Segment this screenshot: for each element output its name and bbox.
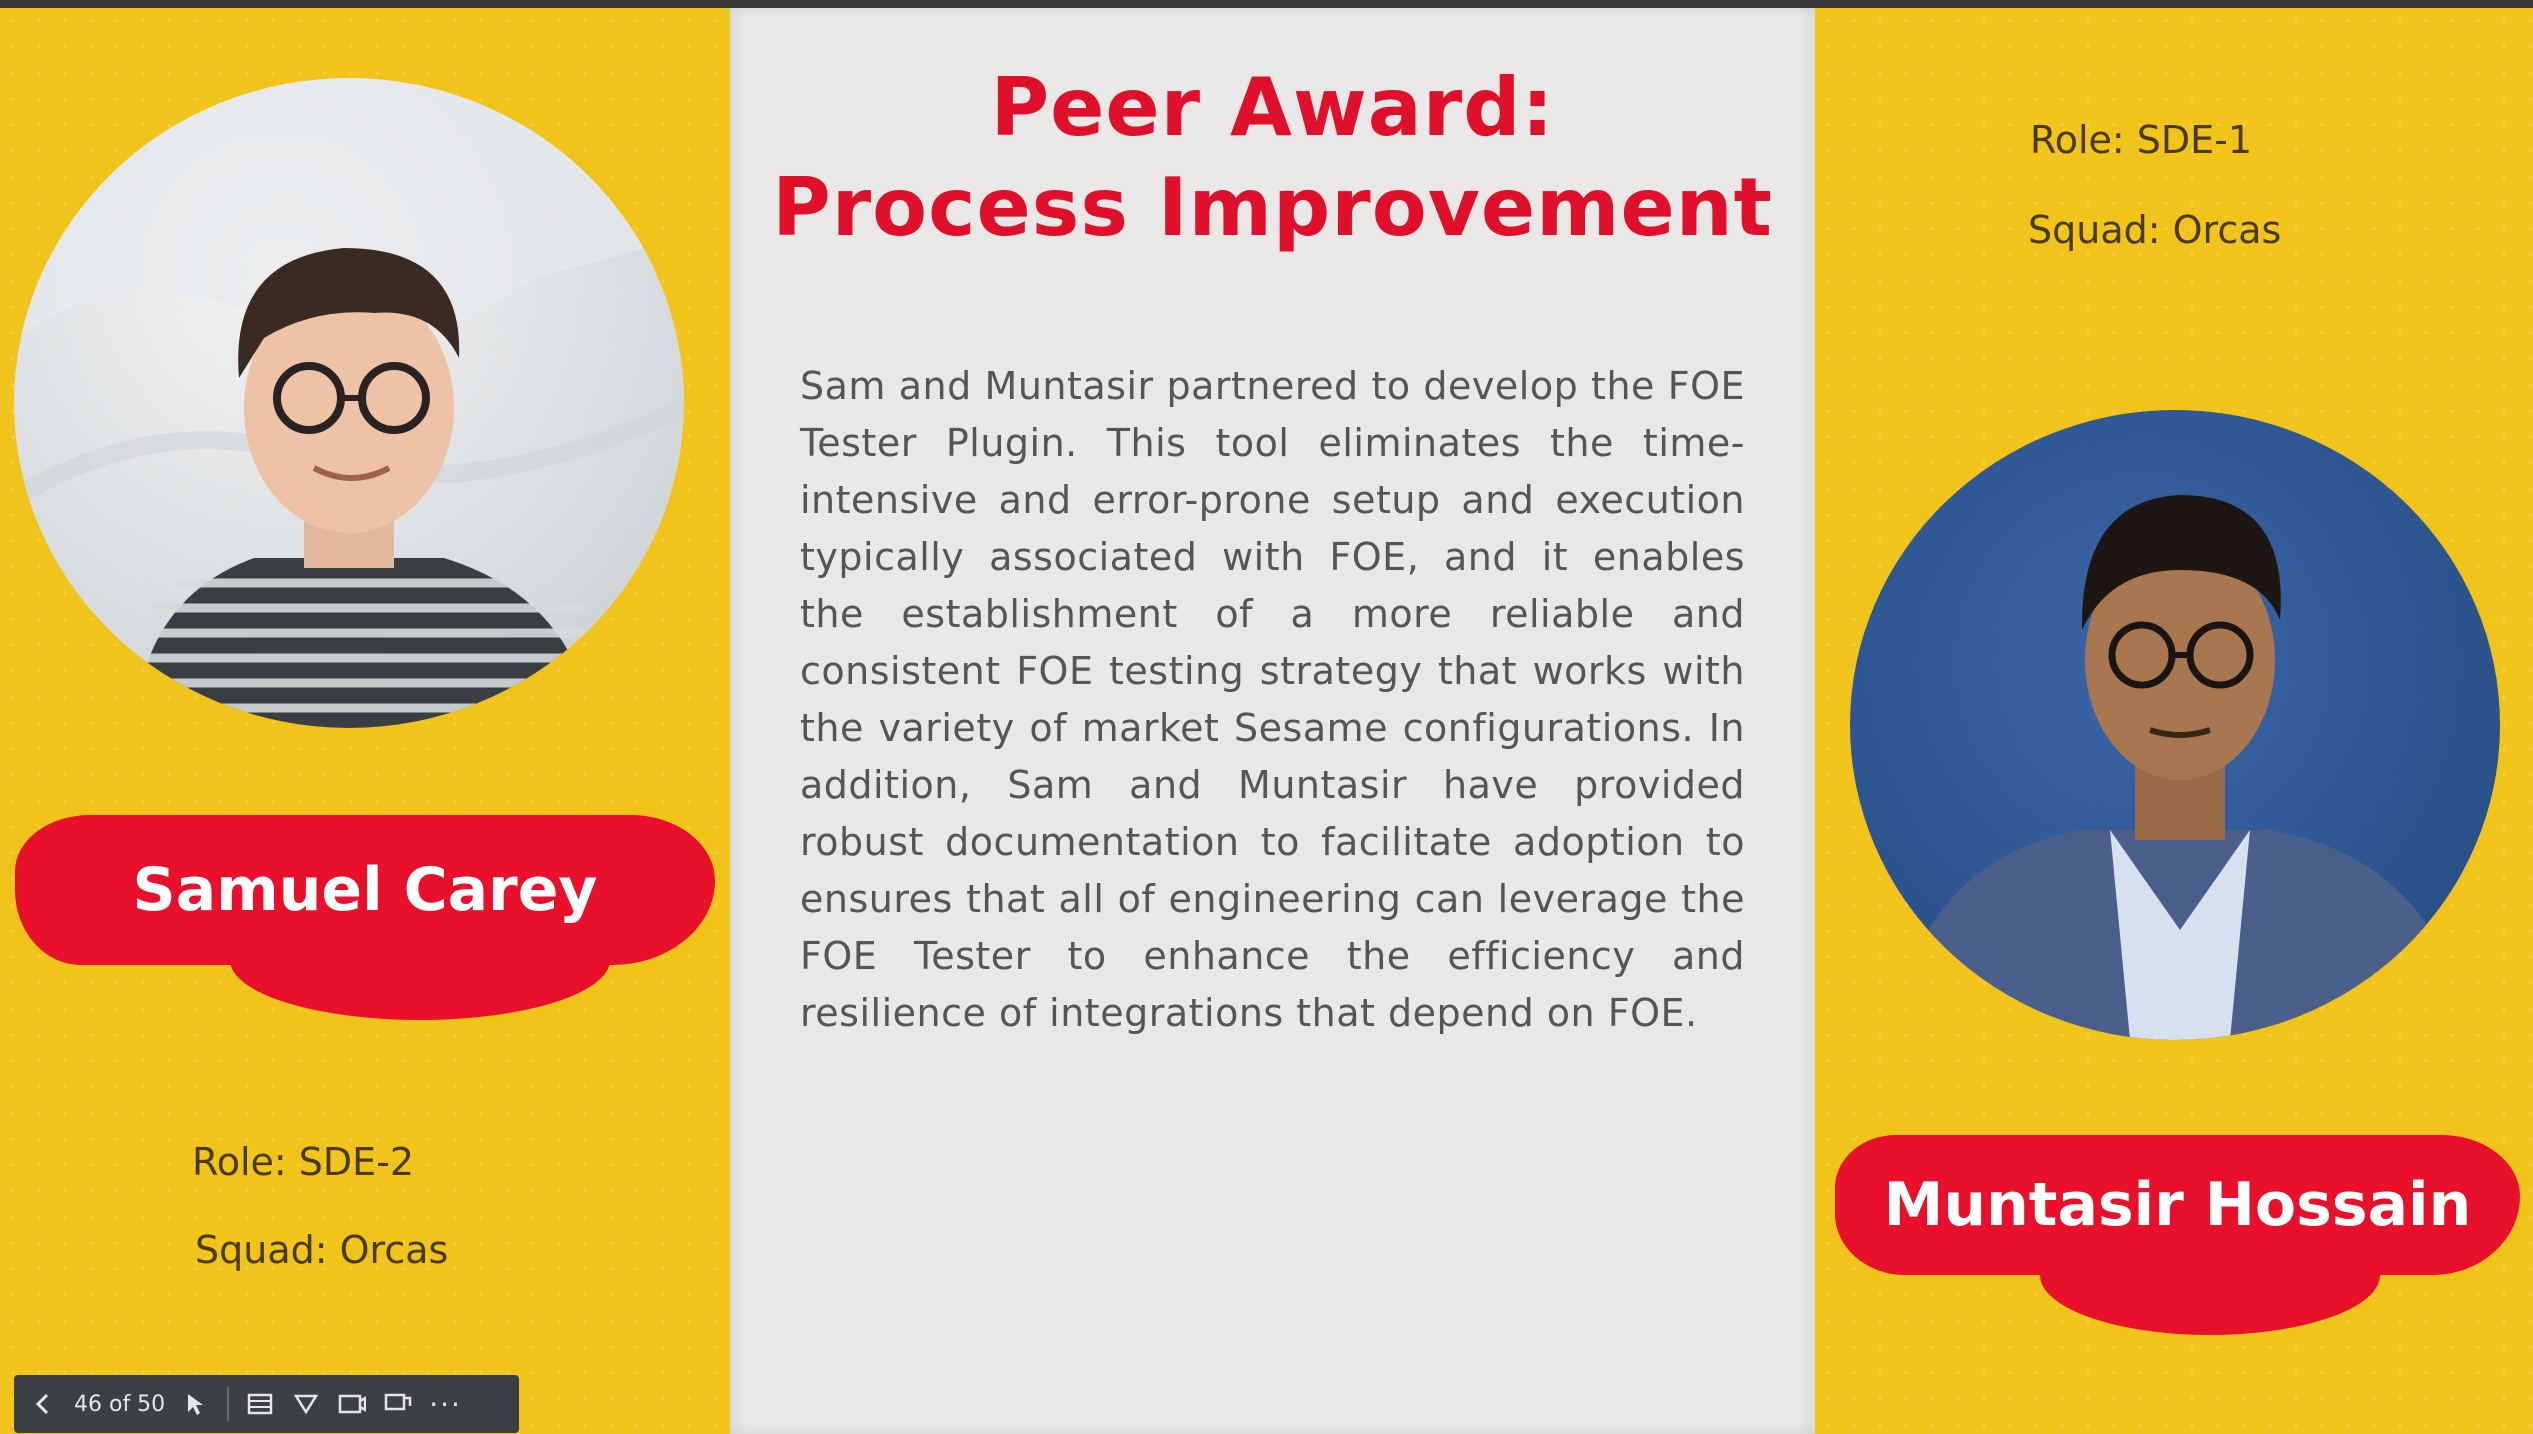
presenter-toolbar: 46 of 50 ··· — [14, 1375, 519, 1433]
samuel-photo — [14, 78, 684, 728]
award-description: Sam and Muntasir partnered to develop th… — [800, 364, 1745, 1035]
slides-grid-icon[interactable] — [245, 1389, 275, 1419]
page-indicator: 46 of 50 — [74, 1391, 166, 1417]
more-options-button[interactable]: ··· — [429, 1387, 462, 1421]
chevron-left-icon[interactable] — [28, 1389, 58, 1419]
slide-title: Peer Award: Process Improvement — [772, 61, 1773, 254]
pen-icon[interactable] — [291, 1389, 321, 1419]
samuel-name: Samuel Carey — [132, 855, 598, 925]
subtitles-icon[interactable] — [383, 1389, 413, 1419]
muntasir-photo — [1850, 410, 2500, 1040]
muntasir-name-badge: Muntasir Hossain — [1835, 1135, 2520, 1275]
samuel-name-badge: Samuel Carey — [15, 815, 715, 965]
screen-top-bezel — [0, 0, 2533, 8]
pointer-icon[interactable] — [181, 1389, 211, 1419]
center-panel: Peer Award: Process Improvement Sam and … — [730, 8, 1815, 1434]
screen-icon[interactable] — [337, 1389, 367, 1419]
samuel-role: Role: SDE-2 — [192, 1140, 415, 1184]
muntasir-squad: Squad: Orcas — [2028, 208, 2282, 252]
muntasir-role: Role: SDE-1 — [2030, 118, 2253, 162]
muntasir-name: Muntasir Hossain — [1883, 1170, 2472, 1240]
samuel-squad: Squad: Orcas — [195, 1228, 449, 1272]
